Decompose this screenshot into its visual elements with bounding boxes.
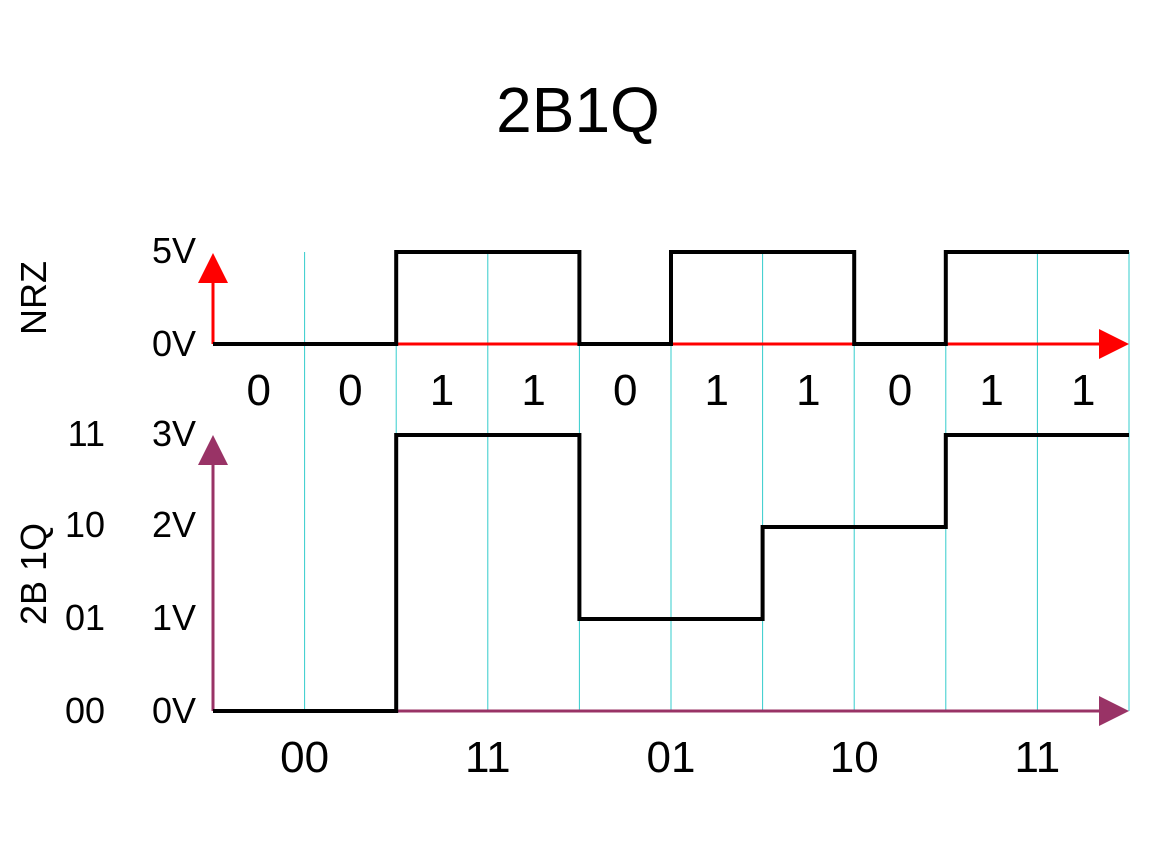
code-label-10: 10 xyxy=(65,504,105,545)
twob1q-symbol-label: 00 xyxy=(280,733,329,782)
nrz-row-label: NRZ xyxy=(13,261,54,335)
twob1q-symbol-label: 01 xyxy=(647,733,696,782)
voltage-label-3v: 3V xyxy=(152,413,196,454)
nrz-level-5v: 5V xyxy=(152,230,196,271)
voltage-label-2v: 2V xyxy=(152,504,196,545)
code-label-11: 11 xyxy=(68,413,105,454)
twob1q-signal xyxy=(213,433,1129,713)
code-label-01: 01 xyxy=(65,597,105,638)
voltage-label-0v: 0V xyxy=(152,690,196,731)
diagram-title: 2B1Q xyxy=(496,74,660,146)
nrz-bit-label: 1 xyxy=(1071,366,1095,415)
twob1q-symbols: 00 11 01 10 11 xyxy=(280,733,1060,782)
nrz-bit-label: 1 xyxy=(521,366,545,415)
nrz-bits: 0 0 1 1 0 1 1 0 1 1 xyxy=(247,366,1096,415)
nrz-bit-label: 0 xyxy=(613,366,637,415)
code-label-00: 00 xyxy=(65,690,105,731)
twob1q-symbol-label: 11 xyxy=(465,733,511,782)
nrz-bit-label: 1 xyxy=(796,366,820,415)
twob1q-symbol-label: 11 xyxy=(1015,733,1061,782)
nrz-bit-label: 0 xyxy=(888,366,912,415)
twob1q-symbol-label: 10 xyxy=(830,733,879,782)
voltage-label-1v: 1V xyxy=(152,597,196,638)
nrz-level-0v: 0V xyxy=(152,323,196,364)
nrz-waveform xyxy=(213,250,1129,346)
nrz-bit-label: 1 xyxy=(430,366,454,415)
nrz-signal xyxy=(213,250,1129,346)
time-grid xyxy=(304,252,1130,711)
nrz-bit-label: 0 xyxy=(247,366,271,415)
twob1q-waveform xyxy=(213,433,1129,713)
twob1q-row-label: 2B 1Q xyxy=(13,523,54,625)
nrz-bit-label: 1 xyxy=(979,366,1003,415)
nrz-bit-label: 1 xyxy=(705,366,729,415)
nrz-bit-label: 0 xyxy=(338,366,362,415)
